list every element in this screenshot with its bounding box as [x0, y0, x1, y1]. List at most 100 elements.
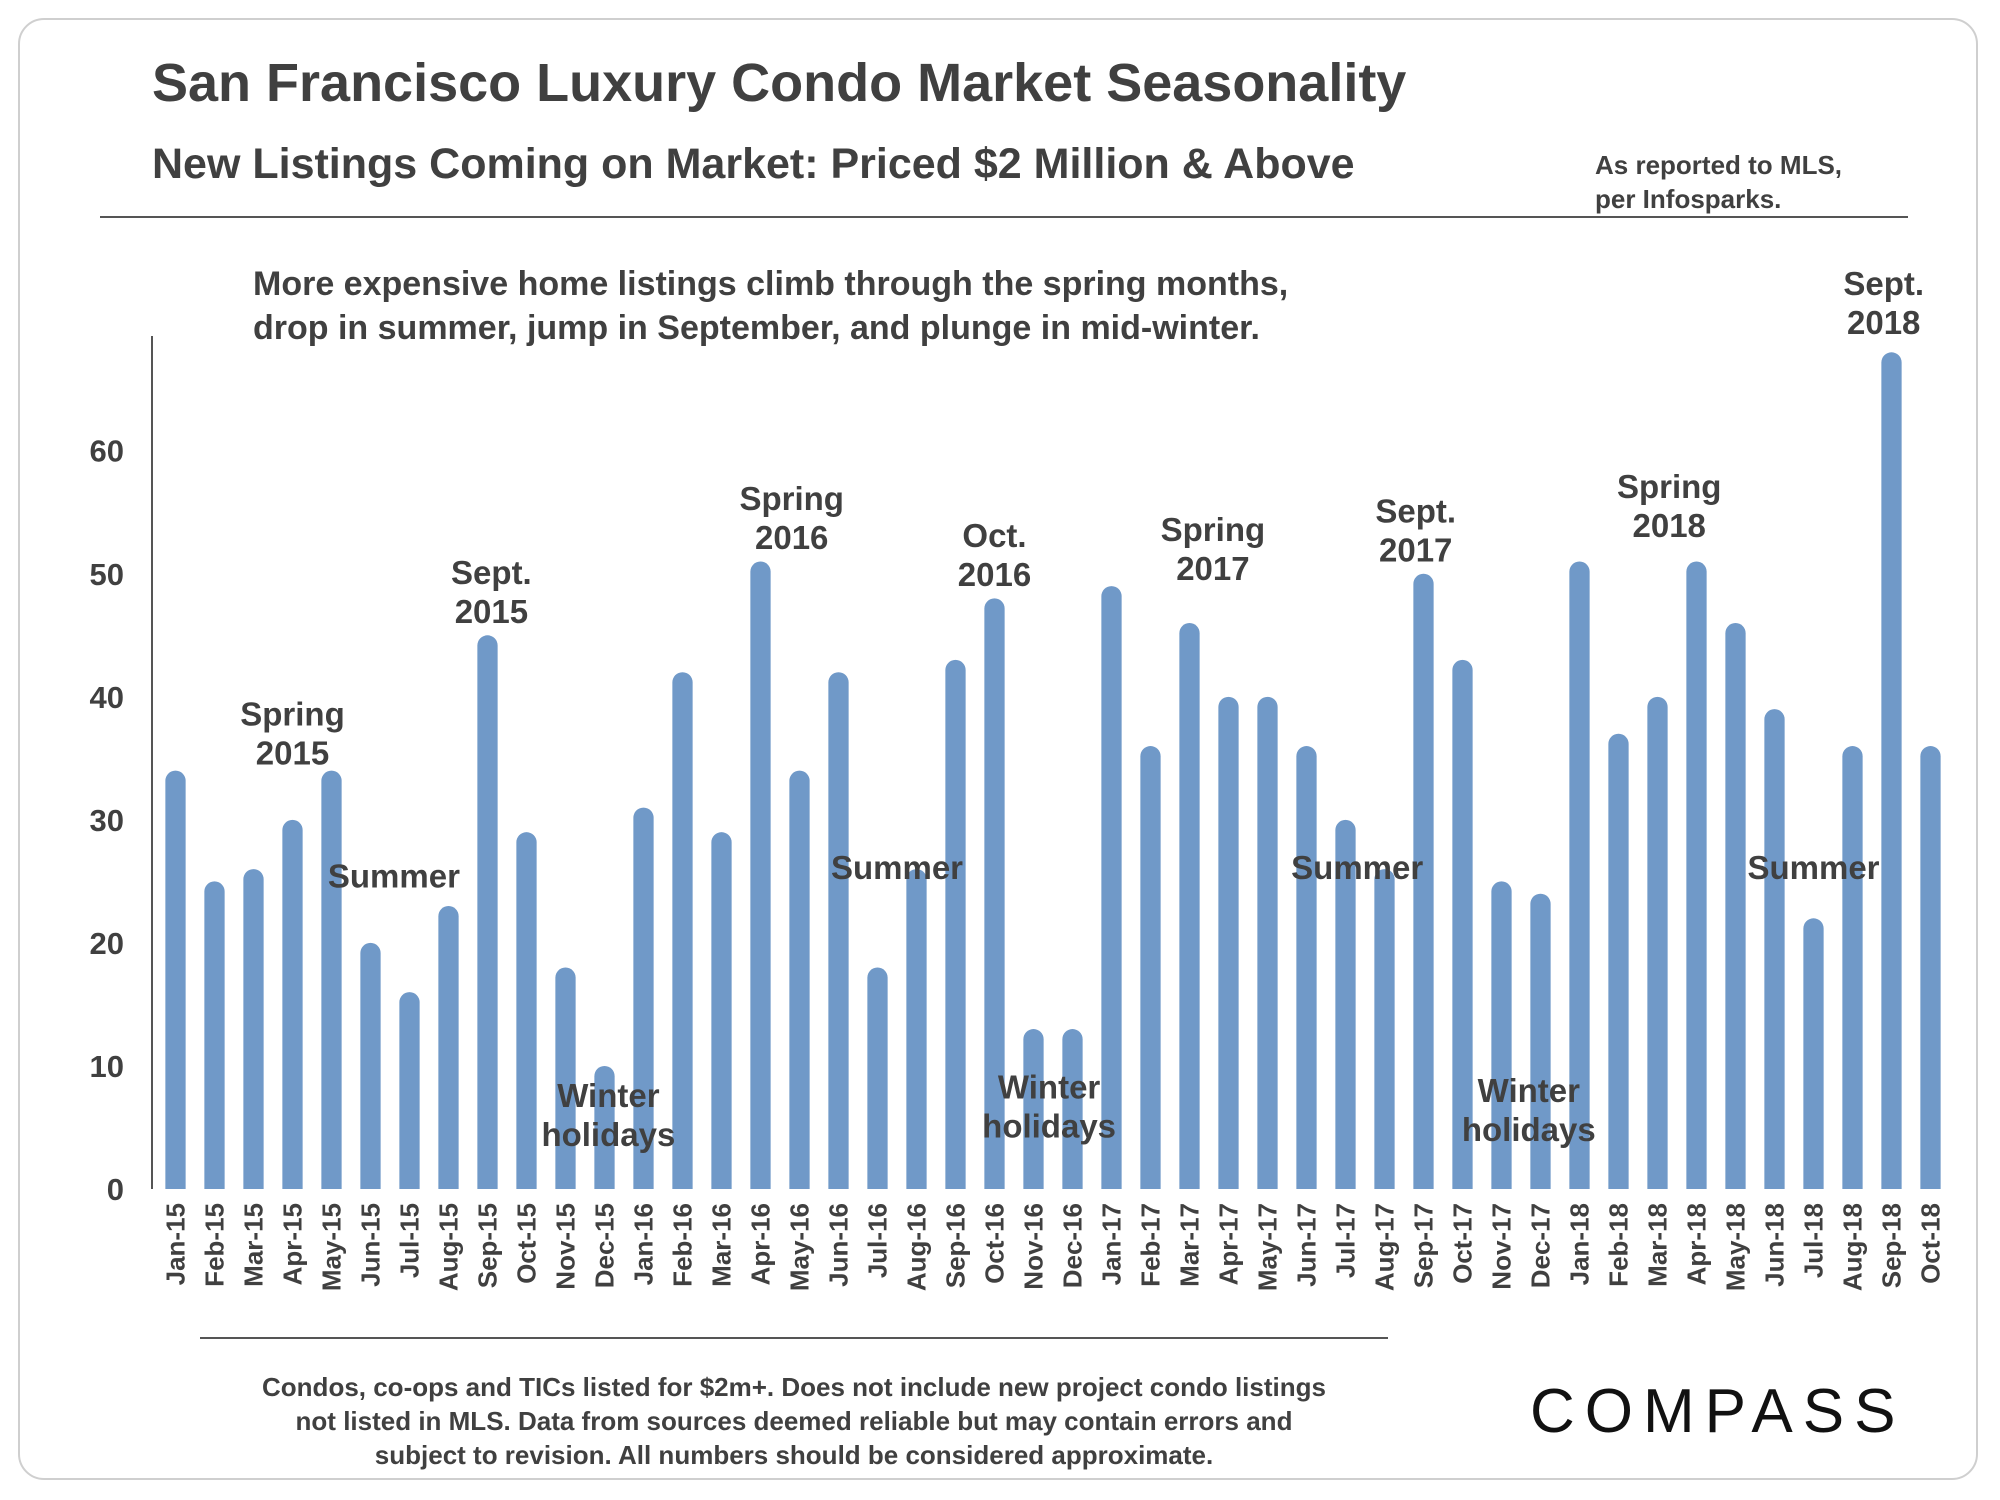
bar-oct-17	[1452, 659, 1473, 1189]
annotation-line: Sept.	[1843, 265, 1924, 302]
annotation-line: 2017	[1176, 550, 1249, 587]
bar-apr-16	[750, 561, 771, 1189]
x-tick-label: Oct-18	[1916, 1203, 1946, 1284]
bar-oct-16	[984, 598, 1005, 1189]
bar-apr-17	[1218, 696, 1239, 1189]
x-tick-label: Sep-16	[941, 1203, 971, 1288]
footer-divider	[200, 1337, 1388, 1339]
y-tick-label: 10	[90, 1049, 124, 1084]
x-tick-label: Apr-18	[1682, 1203, 1712, 1285]
bar-oct-15	[516, 832, 537, 1189]
footnote-line-3: subject to revision. All numbers should …	[374, 1440, 1214, 1470]
y-tick-label: 0	[107, 1172, 124, 1207]
bar-jan-15	[165, 770, 186, 1189]
x-tick-label: Mar-15	[239, 1203, 269, 1287]
annotation-line: 2018	[1847, 304, 1920, 341]
x-tick-label: Feb-16	[668, 1203, 698, 1287]
slide-frame	[18, 18, 1978, 1480]
annotation-line: 2017	[1379, 531, 1452, 568]
x-tick-label: May-18	[1721, 1203, 1751, 1291]
x-tick-label: Aug-16	[902, 1203, 932, 1291]
annotation-label: Summer	[1747, 849, 1879, 886]
header-divider	[100, 216, 1908, 218]
annotation-line: holidays	[1462, 1111, 1596, 1148]
bar-sep-15	[477, 635, 498, 1189]
bar-mar-18	[1647, 696, 1668, 1189]
x-tick-label: Apr-15	[278, 1203, 308, 1285]
x-tick-label: Jul-15	[395, 1203, 425, 1278]
annotation-line: Sept.	[451, 554, 532, 591]
x-tick-label: Jan-15	[161, 1203, 191, 1285]
bar-jun-15	[360, 942, 381, 1189]
summary-note: More expensive home listings climb throu…	[253, 262, 1453, 350]
bar-mar-17	[1179, 623, 1200, 1189]
annotation-label: Winter holidays	[541, 1077, 675, 1153]
x-tick-label: Sep-18	[1877, 1203, 1907, 1288]
bar-sep-16	[945, 659, 966, 1189]
x-tick-label: Aug-17	[1370, 1203, 1400, 1291]
bar-nov-15	[555, 967, 576, 1189]
annotation-label: Summer	[831, 849, 963, 886]
bar-dec-17	[1530, 893, 1551, 1189]
bar-may-17	[1257, 696, 1278, 1189]
x-tick-label: Dec-16	[1058, 1203, 1088, 1288]
x-tick-label: Feb-18	[1604, 1203, 1634, 1287]
annotation-label: Sept. 2017	[1375, 492, 1456, 568]
bar-mar-15	[243, 869, 264, 1189]
bar-mar-16	[711, 832, 732, 1189]
annotation-line: Spring	[739, 480, 844, 517]
bar-may-18	[1725, 623, 1746, 1189]
x-tick-label: Mar-17	[1175, 1203, 1205, 1287]
bar-dec-16	[1062, 1029, 1083, 1189]
bar-feb-18	[1608, 733, 1629, 1189]
bar-jan-18	[1569, 561, 1590, 1189]
x-tick-label: Nov-15	[551, 1203, 581, 1290]
bar-dec-15	[594, 1065, 615, 1189]
x-tick-label: Sep-15	[473, 1203, 503, 1288]
y-tick-label: 20	[90, 926, 124, 961]
x-tick-label: Jun-16	[824, 1203, 854, 1287]
footnote: Condos, co-ops and TICs listed for $2m+.…	[210, 1370, 1378, 1472]
annotation-line: Oct.	[962, 517, 1026, 554]
bar-apr-18	[1686, 561, 1707, 1189]
x-tick-label: Jun-17	[1292, 1203, 1322, 1287]
annotation-line: 2018	[1632, 507, 1705, 544]
x-tick-label: Jun-15	[356, 1203, 386, 1287]
annotation-label: Summer	[328, 858, 460, 895]
annotation-line: holidays	[982, 1107, 1116, 1144]
compass-logo: COMPASS	[1530, 1377, 1906, 1446]
bar-feb-15	[204, 881, 225, 1189]
x-tick-label: Feb-17	[1136, 1203, 1166, 1287]
x-tick-label: Jan-17	[1097, 1203, 1127, 1285]
annotation-line: Summer	[1291, 849, 1423, 886]
x-tick-label: Dec-17	[1526, 1203, 1556, 1288]
bar-jun-16	[828, 672, 849, 1189]
bar-feb-17	[1140, 746, 1161, 1189]
chart-subtitle: New Listings Coming on Market: Priced $2…	[152, 140, 1355, 188]
x-tick-label: Oct-15	[512, 1203, 542, 1284]
annotation-label: Summer	[1291, 849, 1423, 886]
x-tick-label: Jun-18	[1760, 1203, 1790, 1287]
chart-title: San Francisco Luxury Condo Market Season…	[152, 53, 1407, 113]
x-tick-label: Sep-17	[1409, 1203, 1439, 1288]
x-tick-label: Jul-18	[1799, 1203, 1829, 1278]
bar-feb-16	[672, 672, 693, 1189]
x-tick-label: May-17	[1253, 1203, 1283, 1291]
bar-jul-18	[1803, 918, 1824, 1189]
annotation-line: Winter	[1478, 1072, 1581, 1109]
x-tick-label: Dec-15	[590, 1203, 620, 1288]
annotation-line: 2015	[256, 735, 329, 772]
annotation-label: Sept. 2015	[451, 554, 532, 630]
x-tick-label: Nov-17	[1487, 1203, 1517, 1290]
y-tick-label: 40	[90, 680, 124, 715]
x-tick-label: Jan-18	[1565, 1203, 1595, 1285]
x-tick-label: Oct-16	[980, 1203, 1010, 1284]
annotation-line: 2016	[755, 519, 828, 556]
annotation-line: Summer	[1747, 849, 1879, 886]
x-tick-label: May-15	[317, 1203, 347, 1291]
annotation-line: Spring	[1617, 468, 1722, 505]
bar-may-16	[789, 770, 810, 1189]
annotation-label: Spring 2017	[1161, 511, 1266, 587]
bar-jun-17	[1296, 746, 1317, 1189]
y-tick-label: 30	[90, 803, 124, 838]
